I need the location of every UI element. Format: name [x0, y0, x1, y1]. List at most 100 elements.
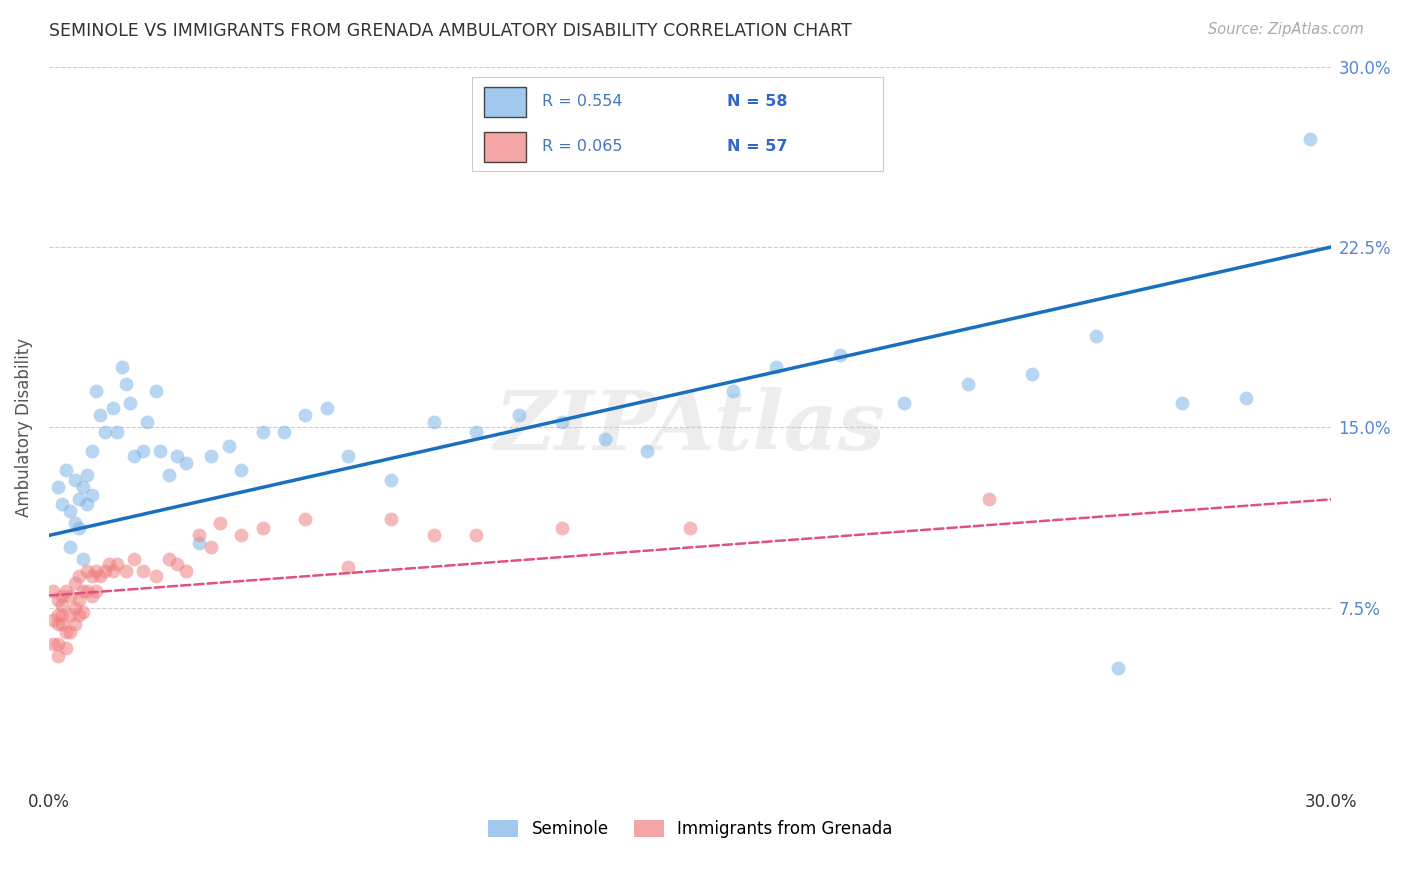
- Point: [76, 565, 98, 579]
- Point: [67, 492, 90, 507]
- Point: [59, 607, 82, 622]
- Point: [145, 384, 167, 399]
- Point: [465, 425, 488, 439]
- Point: [593, 432, 616, 446]
- Point: [380, 511, 402, 525]
- Point: [551, 416, 574, 430]
- Point: [67, 521, 90, 535]
- Point: [636, 444, 658, 458]
- Point: [337, 559, 360, 574]
- Point: [51, 598, 73, 612]
- Point: [157, 468, 180, 483]
- Point: [76, 497, 98, 511]
- Point: [551, 521, 574, 535]
- Point: [42, 637, 65, 651]
- Point: [76, 468, 98, 483]
- Point: [76, 583, 98, 598]
- Point: [132, 565, 155, 579]
- Point: [84, 384, 107, 399]
- Point: [55, 624, 77, 639]
- Point: [294, 511, 316, 525]
- Text: ZIPAtlas: ZIPAtlas: [495, 387, 886, 467]
- Point: [1021, 368, 1043, 382]
- Point: [465, 528, 488, 542]
- Point: [51, 607, 73, 622]
- Point: [218, 440, 240, 454]
- Point: [59, 541, 82, 555]
- Point: [67, 569, 90, 583]
- Point: [72, 605, 94, 619]
- Point: [105, 425, 128, 439]
- Point: [149, 444, 172, 458]
- Point: [337, 449, 360, 463]
- Point: [63, 516, 86, 531]
- Point: [1171, 396, 1194, 410]
- Point: [67, 607, 90, 622]
- Point: [46, 637, 69, 651]
- Point: [200, 541, 222, 555]
- Point: [721, 384, 744, 399]
- Point: [957, 376, 980, 391]
- Point: [132, 444, 155, 458]
- Point: [55, 583, 77, 598]
- Point: [166, 558, 188, 572]
- Point: [174, 565, 197, 579]
- Point: [72, 583, 94, 598]
- Point: [46, 617, 69, 632]
- Point: [42, 613, 65, 627]
- Point: [1107, 660, 1129, 674]
- Point: [294, 408, 316, 422]
- Point: [231, 463, 253, 477]
- Point: [93, 425, 115, 439]
- Point: [979, 492, 1001, 507]
- Point: [51, 589, 73, 603]
- Point: [63, 576, 86, 591]
- Point: [51, 617, 73, 632]
- Y-axis label: Ambulatory Disability: Ambulatory Disability: [15, 338, 32, 516]
- Point: [46, 480, 69, 494]
- Point: [273, 425, 295, 439]
- Point: [124, 449, 146, 463]
- Point: [105, 558, 128, 572]
- Point: [187, 535, 209, 549]
- Point: [315, 401, 337, 415]
- Point: [252, 521, 274, 535]
- Point: [55, 641, 77, 656]
- Point: [1085, 329, 1108, 343]
- Point: [101, 565, 124, 579]
- Point: [51, 497, 73, 511]
- Point: [124, 552, 146, 566]
- Point: [200, 449, 222, 463]
- Point: [145, 569, 167, 583]
- Point: [765, 360, 787, 375]
- Point: [252, 425, 274, 439]
- Point: [120, 396, 142, 410]
- Point: [422, 416, 444, 430]
- Point: [231, 528, 253, 542]
- Point: [46, 648, 69, 663]
- Point: [42, 583, 65, 598]
- Point: [67, 593, 90, 607]
- Legend: Seminole, Immigrants from Grenada: Seminole, Immigrants from Grenada: [481, 813, 898, 845]
- Point: [63, 473, 86, 487]
- Point: [187, 528, 209, 542]
- Point: [63, 600, 86, 615]
- Point: [59, 624, 82, 639]
- Point: [828, 348, 851, 362]
- Point: [422, 528, 444, 542]
- Point: [59, 504, 82, 518]
- Point: [508, 408, 530, 422]
- Point: [380, 473, 402, 487]
- Point: [80, 444, 103, 458]
- Point: [72, 480, 94, 494]
- Point: [80, 589, 103, 603]
- Point: [80, 487, 103, 501]
- Point: [93, 565, 115, 579]
- Point: [97, 558, 120, 572]
- Point: [111, 360, 134, 375]
- Point: [80, 569, 103, 583]
- Point: [174, 456, 197, 470]
- Point: [59, 589, 82, 603]
- Point: [1234, 392, 1257, 406]
- Point: [63, 617, 86, 632]
